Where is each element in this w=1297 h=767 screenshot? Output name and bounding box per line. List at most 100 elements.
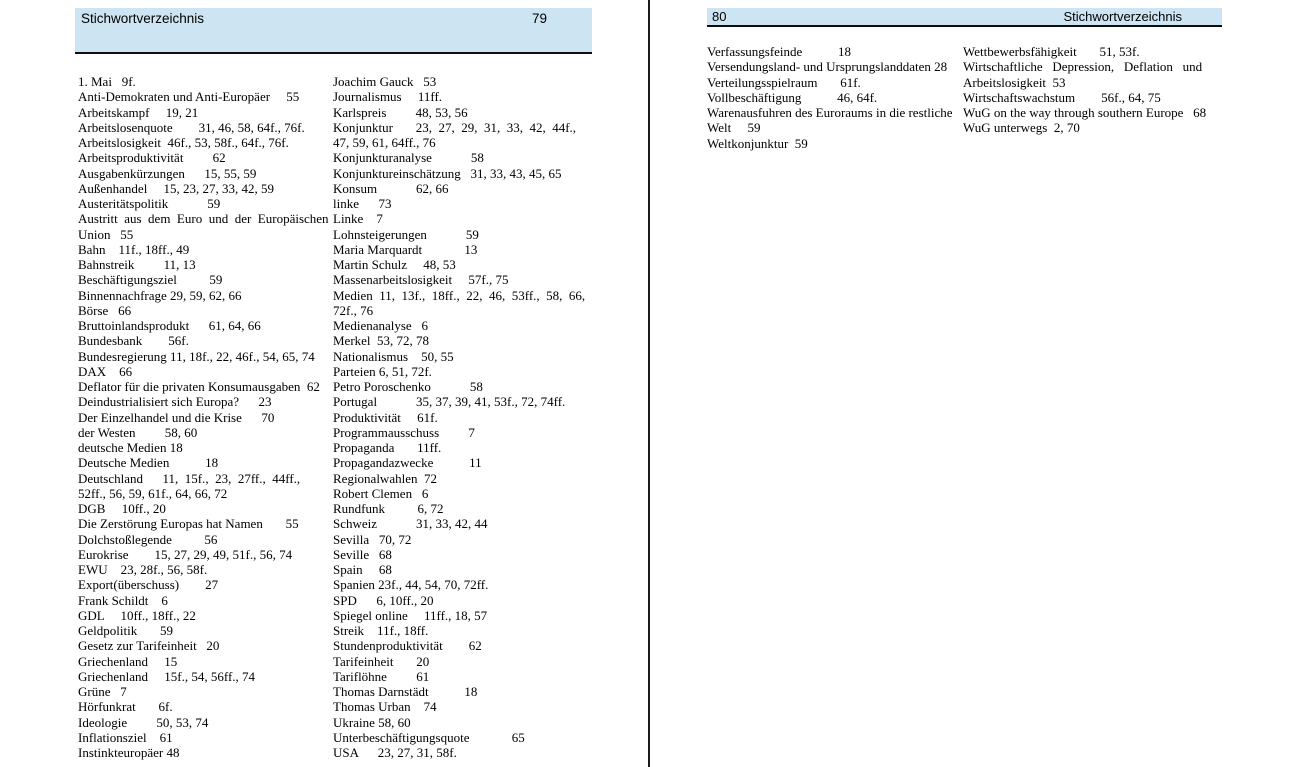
index-line: 72f., 76 [333, 302, 374, 318]
index-line: Außenhandel 15, 23, 27, 33, 42, 59 [78, 180, 275, 196]
index-line: Austritt aus dem Euro und der Europäisch… [78, 211, 329, 227]
index-line: Arbeitsproduktivität 62 [78, 150, 226, 166]
index-line: Tariflöhne 61 [333, 668, 430, 684]
index-line: Seville 68 [333, 546, 392, 562]
index-line: Bundesregierung 11, 18f., 22, 46f., 54, … [78, 348, 315, 364]
index-line: Instinkteuropäer 48 [78, 745, 180, 760]
index-line: Arbeitslosenquote 31, 46, 58, 64f., 76f. [78, 119, 305, 135]
index-line: Konsum 62, 66 [333, 180, 449, 196]
page-79: Stichwortverzeichnis 79 1. Mai 9f. Anti-D… [0, 0, 648, 767]
index-line: Welt 59 [707, 120, 761, 136]
index-line: Hörfunkrat 6f. [78, 699, 173, 715]
index-line: Tarifeinheit 20 [333, 653, 430, 669]
index-line: Bundesbank 56f. [78, 333, 189, 349]
index-line: Schweiz 31, 33, 42, 44 [333, 516, 488, 532]
index-line: USA 23, 27, 31, 58f. [333, 745, 457, 760]
index-line: Konjunkturanalyse 58 [333, 150, 484, 166]
index-line: Medienanalyse 6 [333, 318, 428, 333]
index-line: Börse 66 [78, 302, 132, 318]
index-line: Journalismus 11ff. [333, 89, 443, 105]
index-line: Karlspreis 48, 53, 56 [333, 104, 468, 120]
index-line: Verfassungsfeinde 18 [707, 44, 852, 59]
index-line: Propagandazwecke 11 [333, 455, 482, 471]
page-80-header: 80 Stichwortverzeichnis [707, 8, 1222, 27]
index-line: Arbeitslosigkeit 46f., 53, 58f., 64f., 7… [78, 135, 289, 150]
index-line: deutsche Medien 18 [78, 440, 183, 455]
index-line: Nationalismus 50, 55 [333, 348, 454, 364]
index-line: Portugal 35, 37, 39, 41, 53f., 72, 74ff. [333, 394, 566, 410]
index-line: Stundenproduktivität 62 [333, 638, 482, 654]
index-line: Eurokrise 15, 27, 29, 49, 51f., 56, 74 [78, 546, 293, 562]
index-line: Bahnstreik 11, 13 [78, 257, 196, 272]
page-80: 80 Stichwortverzeichnis Verfassungsfeind… [650, 0, 1297, 767]
index-line: Robert Clemen 6 [333, 485, 429, 501]
index-line: Spiegel online 11ff., 18, 57 [333, 607, 488, 623]
index-line: Joachim Gauck 53 [333, 74, 437, 89]
index-line: Lohnsteigerungen 59 [333, 226, 479, 242]
index-line: Streik 11f., 18ff. [333, 623, 429, 638]
index-line: Sevilla 70, 72 [333, 531, 412, 547]
index-line: Bahn 11f., 18ff., 49 [78, 241, 190, 257]
index-line: Deutschland 11, 15f., 23, 27ff., 44ff., [78, 470, 301, 486]
index-line: Regionalwahlen 72 [333, 470, 437, 486]
index-line: DAX 66 [78, 363, 133, 379]
index-line: Propaganda 11ff. [333, 440, 442, 455]
index-line: Versendungsland- und Ursprungslanddaten … [707, 59, 948, 75]
index-line: Warenausfuhren des Euroraums in die rest… [707, 105, 953, 120]
index-line: Spain 68 [333, 562, 392, 577]
index-line: Arbeitskampf 19, 21 [78, 104, 199, 120]
index-line: Thomas Darnstädt 18 [333, 684, 478, 699]
index-line: Wirtschaftswachstum 56f., 64, 75 [963, 89, 1161, 105]
index-line: Thomas Urban 74 [333, 699, 437, 715]
index-line: Deflator für die privaten Konsumausgaben… [78, 379, 320, 394]
index-line: linke 73 [333, 196, 392, 211]
index-line: Massenarbeitslosigkeit 57f., 75 [333, 272, 509, 288]
index-line: Martin Schulz 48, 53 [333, 257, 456, 272]
index-line: Export(überschuss) 27 [78, 577, 219, 593]
index-line: Dolchstoßlegende 56 [78, 531, 218, 547]
index-line: Ukraine 58, 60 [333, 714, 411, 730]
index-line: Grüne 7 [78, 684, 127, 699]
index-line: Merkel 53, 72, 78 [333, 333, 430, 349]
index-line: Ideologie 50, 53, 74 [78, 714, 209, 730]
index-line: Inflationsziel 61 [78, 729, 173, 745]
index-line: Beschäftigungsziel 59 [78, 272, 223, 288]
index-column-left: Verfassungsfeinde 18 Versendungsland- und… [707, 44, 963, 151]
index-line: Petro Poroschenko 58 [333, 379, 483, 394]
index-line: WuG on the way through southern Europe 6… [963, 105, 1207, 120]
index-line: Linke 7 [333, 211, 383, 227]
index-line: Wettbewerbsfähigkeit 51, 53f. [963, 44, 1140, 59]
index-line: Wirtschaftliche Depression, Deflation un… [963, 59, 1203, 75]
index-line: Verteilungsspielraum 61f. [707, 74, 861, 90]
index-column-left: 1. Mai 9f. Anti-Demokraten und Anti-Europ… [78, 74, 334, 760]
index-line: 1. Mai 9f. [78, 74, 136, 89]
index-line: Ausgabenkürzungen 15, 55, 59 [78, 165, 257, 181]
page-79-header: Stichwortverzeichnis 79 [75, 8, 592, 54]
page-number: 79 [531, 11, 547, 26]
index-line: Gesetz zur Tarifeinheit 20 [78, 638, 220, 654]
index-line: Geldpolitik 59 [78, 623, 173, 638]
index-line: Programmausschuss 7 [333, 424, 475, 440]
page-divider [648, 0, 650, 767]
index-line: der Westen 58, 60 [78, 424, 198, 440]
index-line: Vollbeschäftigung 46, 64f. [707, 89, 878, 105]
index-line: Arbeitslosigkeit 53 [963, 74, 1066, 90]
index-line: 47, 59, 61, 64ff., 76 [333, 135, 436, 150]
page-number: 80 [712, 8, 727, 24]
index-line: Anti-Demokraten und Anti-Europäer 55 [78, 89, 300, 105]
header-title: Stichwortverzeichnis [81, 11, 205, 26]
index-line: WuG unterwegs 2, 70 [963, 120, 1080, 136]
index-line: Produktivität 61f. [333, 409, 438, 425]
index-line: SPD 6, 10ff., 20 [333, 592, 434, 608]
index-line: Austeritätspolitik 59 [78, 196, 221, 211]
index-line: Medien 11, 13f., 18ff., 22, 46, 53ff., 5… [333, 287, 586, 303]
index-line: Binnennachfrage 29, 59, 62, 66 [78, 287, 242, 303]
index-column-right: Wettbewerbsfähigkeit 51, 53f. Wirtschaftl… [963, 44, 1219, 136]
index-line: Die Zerstörung Europas hat Namen 55 [78, 516, 299, 532]
index-line: Deutsche Medien 18 [78, 455, 219, 471]
index-line: Maria Marquardt 13 [333, 241, 478, 257]
index-line: GDL 10ff., 18ff., 22 [78, 607, 196, 623]
index-line: Der Einzelhandel und die Krise 70 [78, 409, 275, 425]
index-line: Rundfunk 6, 72 [333, 501, 444, 516]
